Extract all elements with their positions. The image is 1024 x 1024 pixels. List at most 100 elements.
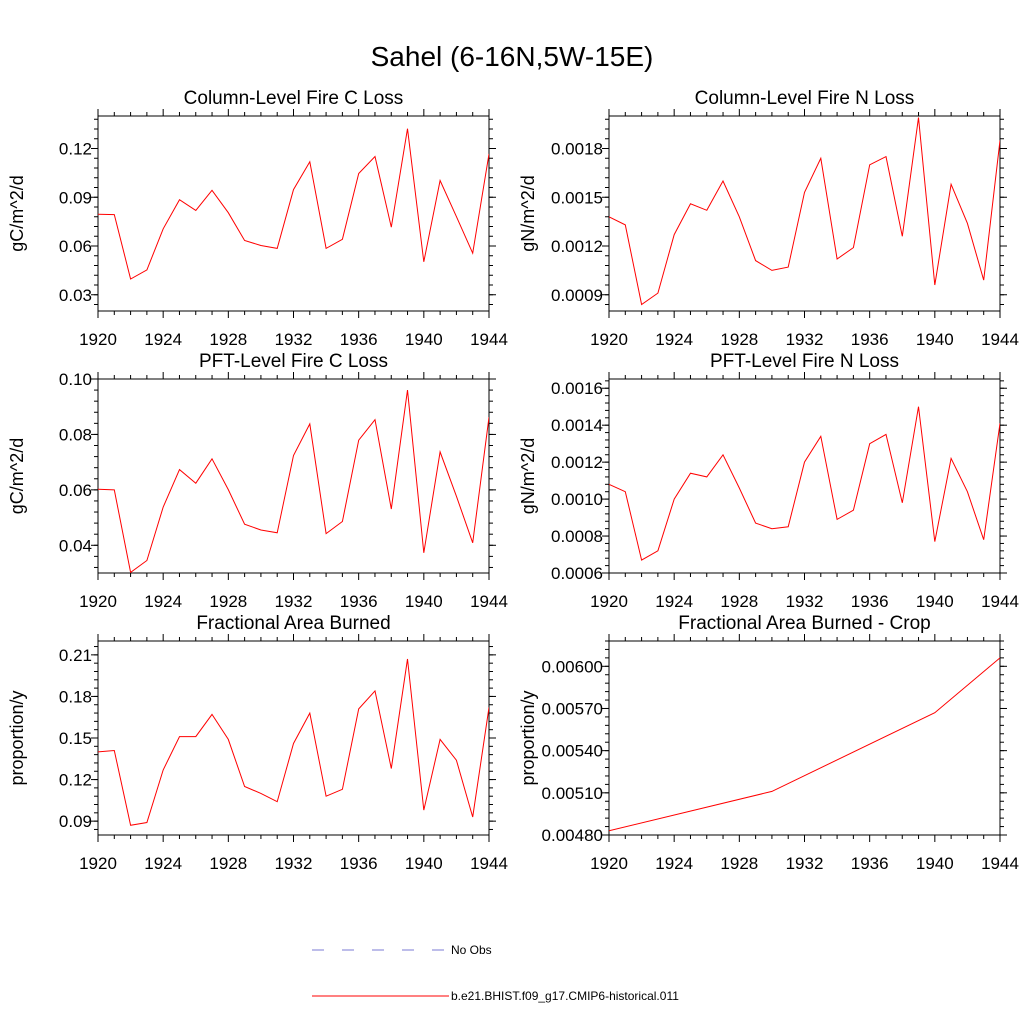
y-tick-label: 0.0006 — [551, 564, 603, 583]
y-tick-label: 0.12 — [59, 140, 92, 159]
y-tick-label: 0.0012 — [551, 453, 603, 472]
series-line — [98, 658, 489, 826]
x-tick-label: 1920 — [590, 330, 628, 349]
x-tick-label: 1920 — [79, 592, 117, 611]
y-axis-label: gC/m^2/d — [7, 175, 27, 251]
chart-panel-6: 1920 1924 1928 1932 1936 1940 1944 0.00480 0.005… — [518, 613, 1019, 873]
x-tick-label: 1944 — [470, 854, 508, 873]
plot-frame — [97, 640, 490, 836]
chart-panel-1: 1920 1924 1928 1932 1936 1940 1944 0.03 0.06 0.09… — [7, 88, 508, 349]
y-tick-label: 0.0014 — [551, 416, 603, 435]
chart-panel-2: 1920 1924 1928 1932 1936 1940 1944 0.0009 0.0012… — [518, 88, 1019, 349]
y-tick-label: 0.0015 — [551, 188, 603, 207]
series-line — [98, 128, 489, 280]
panel-title: Fractional Area Burned — [196, 613, 390, 634]
y-tick-label: 0.0016 — [551, 379, 603, 398]
x-tick-label: 1940 — [405, 592, 443, 611]
chart-panel-5: 1920 1924 1928 1932 1936 1940 1944 0.09 0.12 0.15… — [7, 613, 508, 873]
y-tick-label: 0.12 — [59, 771, 92, 790]
x-tick-label: 1944 — [981, 854, 1019, 873]
y-tick-label: 0.10 — [59, 370, 92, 389]
x-tick-label: 1924 — [144, 592, 182, 611]
x-tick-label: 1924 — [655, 854, 693, 873]
x-tick-label: 1940 — [916, 854, 954, 873]
x-tick-label: 1944 — [470, 330, 508, 349]
x-tick-label: 1928 — [209, 854, 247, 873]
y-tick-label: 0.08 — [59, 425, 92, 444]
figure-title: Sahel (6-16N,5W-15E) — [371, 41, 654, 72]
x-tick-label: 1928 — [720, 330, 758, 349]
x-tick-label: 1920 — [590, 592, 628, 611]
x-tick-label: 1928 — [209, 330, 247, 349]
x-tick-label: 1936 — [340, 592, 378, 611]
y-tick-label: 0.04 — [59, 536, 92, 555]
x-tick-label: 1944 — [981, 592, 1019, 611]
series-line — [98, 390, 489, 573]
x-tick-label: 1924 — [144, 330, 182, 349]
series-line — [609, 657, 1000, 832]
series-line — [609, 406, 1000, 561]
x-tick-label: 1936 — [851, 592, 889, 611]
panel-title: PFT-Level Fire C Loss — [199, 351, 388, 372]
y-tick-label: 0.18 — [59, 687, 92, 706]
x-tick-label: 1932 — [275, 854, 313, 873]
x-tick-label: 1924 — [655, 330, 693, 349]
x-tick-label: 1932 — [786, 330, 824, 349]
y-axis-label: gC/m^2/d — [7, 438, 27, 514]
x-tick-label: 1936 — [340, 854, 378, 873]
y-tick-label: 0.00510 — [542, 784, 603, 803]
legend-model-label: b.e21.BHIST.f09_g17.CMIP6-historical.011 — [451, 989, 679, 1003]
y-tick-label: 0.06 — [59, 481, 92, 500]
panel-title: Column-Level Fire N Loss — [695, 88, 915, 109]
x-tick-label: 1932 — [275, 592, 313, 611]
panels: 1920 1924 1928 1932 1936 1940 1944 0.03 0.06 0.09… — [7, 88, 1019, 873]
y-tick-label: 0.00570 — [542, 699, 603, 718]
plot-frame — [608, 115, 1001, 312]
plot-frame — [97, 378, 490, 574]
y-axis-label: gN/m^2/d — [518, 438, 538, 514]
x-tick-label: 1932 — [275, 330, 313, 349]
panel-title: Column-Level Fire C Loss — [184, 88, 404, 109]
y-tick-label: 0.0018 — [551, 140, 603, 159]
x-tick-label: 1936 — [851, 854, 889, 873]
x-tick-label: 1936 — [340, 330, 378, 349]
plot-frame — [608, 640, 1001, 836]
x-tick-label: 1920 — [79, 854, 117, 873]
chart-panel-4: 1920 1924 1928 1932 1936 1940 1944 0.0006 0.0008… — [518, 351, 1019, 611]
y-tick-label: 0.0012 — [551, 237, 603, 256]
y-tick-label: 0.0008 — [551, 527, 603, 546]
x-tick-label: 1932 — [786, 854, 824, 873]
legend: No Obs b.e21.BHIST.f09_g17.CMIP6-histori… — [312, 943, 679, 1003]
y-axis-label: proportion/y — [518, 690, 538, 785]
y-tick-label: 0.00600 — [542, 657, 603, 676]
series-line — [609, 117, 1000, 306]
y-tick-label: 0.03 — [59, 286, 92, 305]
y-tick-label: 0.15 — [59, 729, 92, 748]
x-tick-label: 1932 — [786, 592, 824, 611]
x-tick-label: 1928 — [209, 592, 247, 611]
plot-frame — [608, 378, 1001, 574]
x-tick-label: 1924 — [144, 854, 182, 873]
x-tick-label: 1936 — [851, 330, 889, 349]
y-tick-label: 0.09 — [59, 812, 92, 831]
x-tick-label: 1944 — [470, 592, 508, 611]
x-tick-label: 1924 — [655, 592, 693, 611]
y-tick-label: 0.0010 — [551, 490, 603, 509]
y-tick-label: 0.06 — [59, 237, 92, 256]
x-tick-label: 1940 — [405, 330, 443, 349]
y-tick-label: 0.09 — [59, 188, 92, 207]
plot-frame — [97, 115, 490, 312]
y-tick-label: 0.21 — [59, 646, 92, 665]
x-tick-label: 1944 — [981, 330, 1019, 349]
y-tick-label: 0.00540 — [542, 742, 603, 761]
x-tick-label: 1920 — [590, 854, 628, 873]
x-tick-label: 1928 — [720, 592, 758, 611]
y-axis-label: gN/m^2/d — [518, 175, 538, 251]
y-tick-label: 0.00480 — [542, 826, 603, 845]
chart-panel-3: 1920 1924 1928 1932 1936 1940 1944 0.04 0.06 0.08… — [7, 351, 508, 611]
y-axis-label: proportion/y — [7, 690, 27, 785]
panel-title: PFT-Level Fire N Loss — [710, 351, 899, 372]
x-tick-label: 1940 — [916, 592, 954, 611]
x-tick-label: 1940 — [405, 854, 443, 873]
